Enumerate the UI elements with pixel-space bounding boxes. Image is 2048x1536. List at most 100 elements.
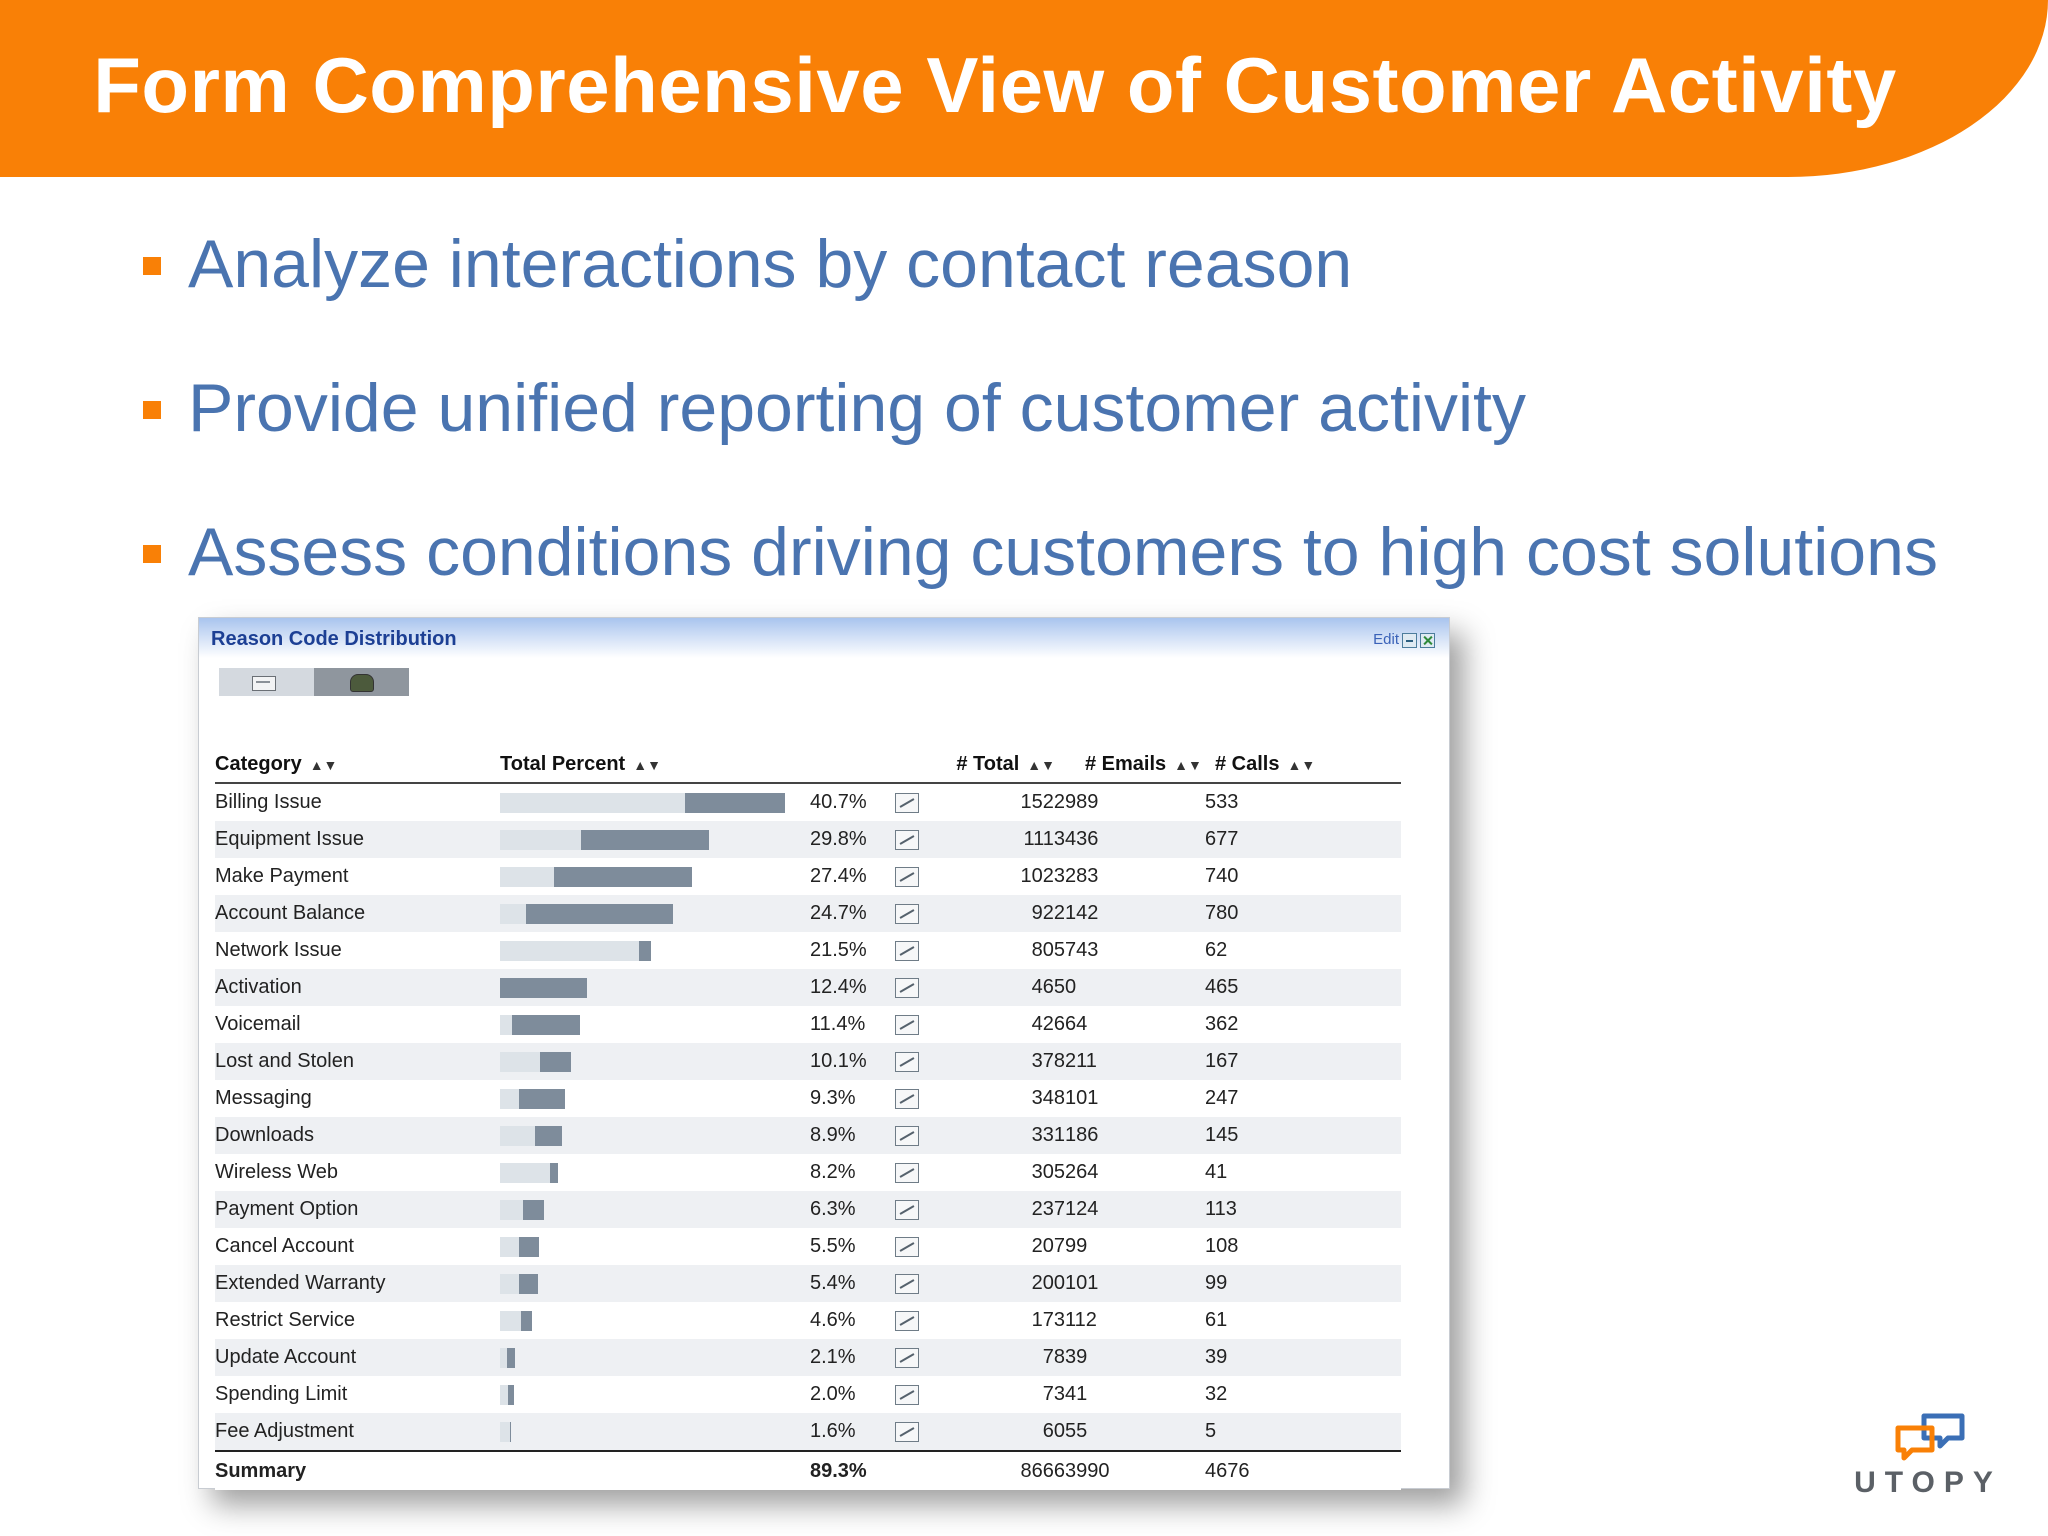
trend-cell [895, 1080, 955, 1117]
percent-cell: 10.1% [810, 1043, 895, 1080]
sort-icon[interactable]: ▲▼ [1027, 757, 1055, 773]
sort-icon[interactable]: ▲▼ [633, 757, 661, 773]
trend-chart-icon[interactable] [895, 1125, 919, 1146]
calls-cell: 41 [1205, 1161, 1228, 1183]
close-icon[interactable] [1420, 633, 1435, 648]
trend-chart-icon[interactable] [895, 829, 919, 850]
percent-cell: 27.4% [810, 865, 867, 887]
email-toggle-button[interactable] [219, 668, 314, 696]
percent-bar-emails [500, 1310, 521, 1331]
summary-percent: 89.3% [810, 1450, 895, 1490]
percent-bar-calls [553, 866, 692, 887]
sort-icon[interactable]: ▲▼ [1287, 757, 1316, 773]
percent-bar-emails [500, 903, 526, 924]
trend-cell [895, 969, 955, 1006]
percent-bar-calls [512, 1014, 580, 1035]
percent-cell: 21.5% [810, 939, 867, 961]
trend-chart-icon[interactable] [895, 1199, 919, 1220]
table-row: Account Balance 24.7% 922 142 780 [215, 895, 1401, 932]
bullet-marker [143, 257, 161, 275]
logo-text: UTOPY [1854, 1466, 2002, 1499]
percent-cell: 11.4% [810, 1013, 866, 1035]
percent-bar-cell [500, 932, 810, 969]
trend-chart-icon[interactable] [895, 977, 919, 998]
calls-cell: 5 [1205, 1413, 1401, 1451]
total-cell: 378 [955, 1043, 1065, 1080]
column-header-total-percent[interactable]: Total Percent ▲▼ [500, 738, 955, 784]
total-cell: 805 [1031, 939, 1065, 961]
emails-cell: 283 [1065, 865, 1099, 887]
phone-toggle-button[interactable] [314, 668, 409, 696]
percent-bar [500, 1014, 810, 1035]
percent-bar-calls [518, 1236, 539, 1257]
category-cell: Activation [215, 969, 500, 1006]
percent-bar-emails [500, 1014, 512, 1035]
calls-cell: 247 [1205, 1087, 1239, 1109]
percent-bar-cell [500, 1154, 810, 1191]
emails-cell: 989 [1065, 791, 1099, 813]
percent-bar-emails [500, 792, 686, 813]
percent-bar [500, 977, 810, 998]
table-row: Spending Limit 2.0% 73 41 32 [215, 1376, 1401, 1413]
trend-chart-icon[interactable] [895, 940, 919, 961]
calls-cell: 533 [1205, 791, 1239, 813]
minimize-icon[interactable] [1402, 633, 1417, 648]
column-header-category[interactable]: Category ▲▼ [215, 738, 500, 784]
total-cell: 348 [1031, 1087, 1065, 1109]
table-row: Restrict Service 4.6% 173 112 61 [215, 1302, 1401, 1339]
percent-bar-cell [500, 1191, 810, 1228]
percent-cell: 9.3% [810, 1087, 856, 1109]
trend-chart-icon[interactable] [895, 1273, 919, 1294]
sort-icon[interactable]: ▲▼ [1174, 757, 1202, 773]
sort-icon[interactable]: ▲▼ [309, 757, 338, 773]
emails-cell: 39 [1065, 1339, 1205, 1376]
trend-chart-icon[interactable] [895, 1014, 919, 1035]
category-cell: Voicemail [215, 1013, 301, 1035]
percent-bar-cell [500, 1117, 810, 1154]
trend-chart-icon[interactable] [895, 1051, 919, 1072]
trend-chart-icon[interactable] [895, 1310, 919, 1331]
column-header-emails[interactable]: # Emails ▲▼ [1065, 738, 1205, 784]
percent-bar-emails [500, 1051, 540, 1072]
percent-bar-cell [500, 1080, 810, 1117]
trend-chart-icon[interactable] [895, 792, 919, 813]
table-row: Update Account 2.1% 78 39 39 [215, 1339, 1401, 1376]
trend-chart-icon[interactable] [895, 1384, 919, 1405]
percent-bar-cell [500, 1302, 810, 1339]
trend-chart-icon[interactable] [895, 1088, 919, 1109]
reason-code-table: Category ▲▼ Total Percent ▲▼ # Total ▲▼ # E… [215, 738, 1401, 1490]
bullet-text: Analyze interactions by contact reason [188, 226, 1353, 302]
category-cell: Cancel Account [215, 1235, 354, 1257]
percent-bar-cell [500, 1376, 810, 1413]
edit-link[interactable]: Edit [1373, 631, 1399, 648]
percent-bar-emails [500, 1236, 519, 1257]
trend-chart-icon[interactable] [895, 1421, 919, 1442]
percent-bar-cell [500, 1339, 810, 1376]
category-cell: Billing Issue [215, 791, 322, 813]
total-cell: 73 [1042, 1383, 1065, 1405]
percent-bar-calls [550, 1162, 558, 1183]
trend-chart-icon[interactable] [895, 866, 919, 887]
calls-cell: 32 [1205, 1383, 1228, 1405]
emails-cell: 124 [1065, 1191, 1205, 1228]
trend-chart-icon[interactable] [895, 1347, 919, 1368]
percent-bar-calls [638, 940, 651, 961]
percent-bar-emails [500, 1162, 550, 1183]
percent-cell: 8.2% [810, 1161, 856, 1183]
trend-chart-icon[interactable] [895, 903, 919, 924]
percent-bar [500, 866, 810, 887]
emails-cell: 0 [1065, 969, 1205, 1006]
emails-cell: 211 [1065, 1043, 1205, 1080]
trend-chart-icon[interactable] [895, 1236, 919, 1257]
column-header-total[interactable]: # Total ▲▼ [955, 738, 1065, 784]
category-cell: Messaging [215, 1087, 312, 1109]
column-header-calls[interactable]: # Calls ▲▼ [1205, 738, 1401, 784]
percent-bar [500, 1199, 810, 1220]
emails-cell: 64 [1065, 1013, 1088, 1035]
percent-bar-cell [500, 969, 810, 1006]
channel-toggle [219, 668, 409, 696]
trend-cell [895, 1228, 955, 1265]
percent-bar-calls [510, 1421, 512, 1442]
trend-chart-icon[interactable] [895, 1162, 919, 1183]
calls-cell: 780 [1205, 895, 1401, 932]
